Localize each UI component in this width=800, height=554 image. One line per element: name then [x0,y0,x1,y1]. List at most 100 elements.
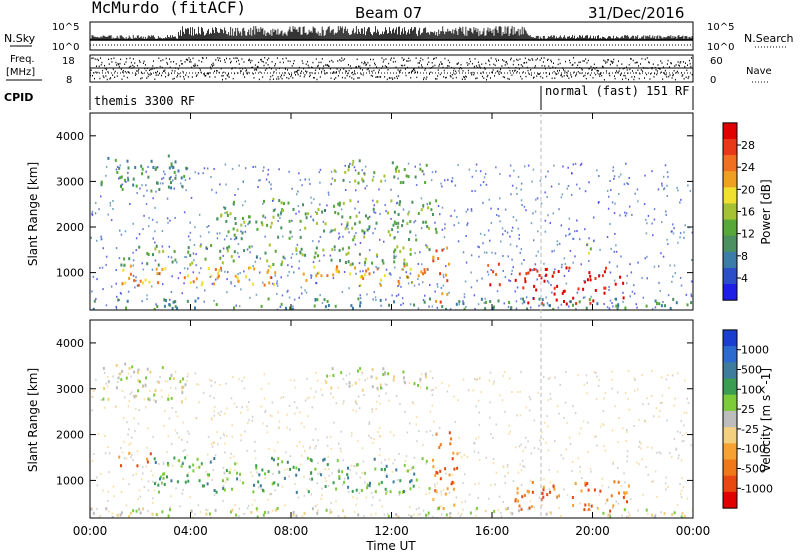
heatmap-cell [209,460,212,464]
heatmap-speckle [227,271,229,274]
freq-point [642,70,644,72]
heatmap-speckle [460,456,463,459]
heatmap-speckle [519,463,521,466]
heatmap-cell [136,464,139,468]
heatmap-speckle [373,438,375,441]
heatmap-speckle [260,405,262,408]
heatmap-cell [176,306,179,310]
heatmap-speckle [313,396,315,399]
colorbar-segment [723,475,737,493]
heatmap-speckle [361,447,364,450]
heatmap-speckle [536,197,539,200]
freq-point [416,76,418,79]
heatmap-cell [162,472,165,476]
heatmap-cell [277,213,280,217]
freq-point [387,69,389,71]
freq-point [217,59,219,62]
heatmap-cell [497,299,500,303]
heatmap-cell [285,306,287,310]
heatmap-cell [385,464,388,468]
heatmap-cell [401,224,404,228]
freq-point [265,62,267,64]
freq-point [246,73,248,75]
freq-point [404,68,406,70]
heatmap-speckle [371,504,373,507]
freq-point [634,62,636,64]
freq-point [477,61,479,64]
heatmap-speckle [167,394,170,397]
heatmap-speckle [225,183,227,186]
colorbar-tick-label: 24 [741,161,755,174]
heatmap-cell [651,513,654,517]
heatmap-speckle [286,426,288,429]
heatmap-speckle [534,263,537,266]
heatmap-cell [170,186,173,190]
freq-point [219,57,221,59]
heatmap-speckle [223,238,226,241]
heatmap-speckle [665,378,667,381]
heatmap-speckle [264,409,267,412]
freq-point [177,74,179,77]
freq-point [126,76,128,79]
heatmap-speckle [471,175,474,178]
heatmap-speckle [309,447,311,450]
heatmap-speckle [357,440,359,443]
heatmap-speckle [579,502,581,505]
freq-point [404,64,406,67]
heatmap-speckle [211,282,214,285]
heatmap-speckle [384,372,386,375]
heatmap-speckle [142,466,144,469]
heatmap-speckle [185,256,188,259]
heatmap-speckle [415,416,418,419]
freq-point [574,61,576,64]
heatmap-speckle [127,372,130,375]
heatmap-speckle [520,483,523,486]
colorbar-segment [723,459,737,477]
heatmap-speckle [487,229,490,232]
heatmap-speckle [372,441,374,444]
heatmap-speckle [359,270,361,273]
heatmap-cell [438,446,441,449]
freq-point [360,67,362,70]
heatmap-speckle [388,458,390,461]
heatmap-speckle [609,223,611,225]
freq-point [170,61,172,63]
freq-point [433,58,435,60]
heatmap-cell [154,389,157,393]
heatmap-speckle [476,279,478,282]
heatmap-cell [120,185,122,188]
freq-point [601,74,603,77]
freq-point [415,57,417,59]
heatmap-cell [107,397,110,401]
heatmap-cell [167,514,170,518]
heatmap-cell [426,386,428,390]
heatmap-cell [156,305,159,308]
heatmap-speckle [377,267,380,270]
colorbar-frame [722,329,738,509]
heatmap-speckle [652,234,654,237]
heatmap-speckle [609,179,611,182]
heatmap-speckle [230,452,232,455]
heatmap-cell [362,179,365,183]
freq-point [112,74,114,76]
freq-point [315,69,317,71]
heatmap-cell [183,175,186,178]
heatmap-speckle [318,240,320,243]
heatmap-speckle [213,299,215,302]
heatmap-speckle [265,178,268,181]
freq-point [485,62,487,65]
heatmap-speckle [404,460,407,462]
heatmap-speckle [174,370,177,373]
heatmap-cell [228,245,231,249]
heatmap-speckle [638,440,641,443]
heatmap-cell [282,202,285,205]
heatmap-speckle [207,435,210,438]
heatmap-speckle [370,492,373,494]
heatmap-speckle [431,404,434,407]
freq-point [258,78,260,81]
heatmap-cell [446,292,449,296]
noise-tick-bottom-right: 10^0 [707,42,734,53]
heatmap-speckle [122,417,125,420]
heatmap-cell [302,203,304,207]
heatmap-speckle [435,386,437,389]
